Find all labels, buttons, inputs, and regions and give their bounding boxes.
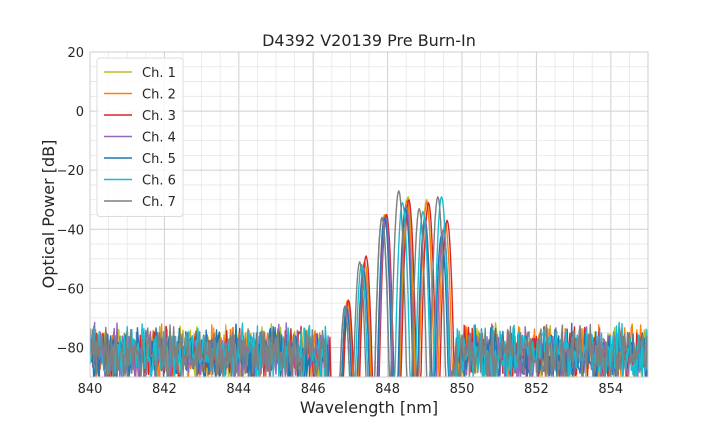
x-tick-label: 852 [524,382,549,397]
y-axis-title: Optical Power [dB] [39,140,58,289]
y-tick-label: −20 [57,164,84,179]
x-tick-label: 850 [450,382,475,397]
plot-area [90,190,648,377]
series-line-ch7 [90,190,648,377]
y-tick-label: −60 [57,282,84,297]
legend-label: Ch. 2 [142,88,176,103]
legend-box [96,57,184,217]
legend: Ch. 1 Ch. 2 Ch. 3 Ch. 4 Ch. 5 Ch. 6 Ch. 7 [96,57,184,217]
legend-label: Ch. 5 [142,152,176,167]
x-tick-label: 848 [375,382,400,397]
legend-label: Ch. 3 [142,109,176,124]
plot-frame [89,51,649,378]
y-tick-label: −40 [57,223,84,238]
x-axis-title: Wavelength [nm] [300,398,438,417]
legend-label: Ch. 1 [142,66,176,81]
x-tick-label: 840 [78,382,103,397]
x-tick-label: 846 [301,382,326,397]
x-tick-label: 854 [598,382,623,397]
legend-label: Ch. 6 [142,174,176,189]
legend-label: Ch. 4 [142,131,176,146]
x-tick-label: 844 [226,382,251,397]
y-tick-label: −80 [57,341,84,356]
x-tick-label: 842 [152,382,177,397]
legend-label: Ch. 7 [142,195,176,210]
ticks: 840 842 844 846 848 850 852 854 −80 −60 −40 −20 0 20 [57,46,624,397]
chart-title: D4392 V20139 Pre Burn-In [262,31,476,50]
y-tick-label: 20 [67,46,84,61]
y-tick-label: 0 [76,105,84,120]
